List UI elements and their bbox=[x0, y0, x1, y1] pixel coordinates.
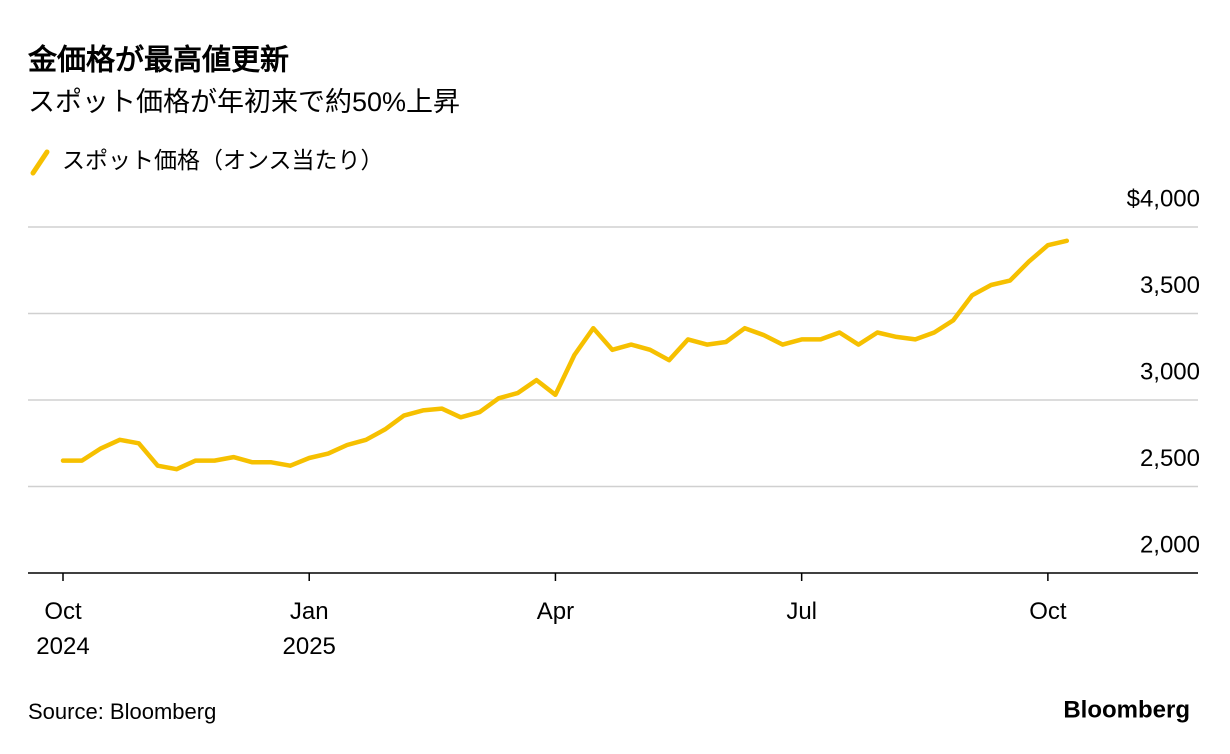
y-tick-label: 3,000 bbox=[1140, 358, 1200, 385]
x-tick-label: Jan 2025 bbox=[283, 598, 336, 660]
chart-subtitle: スポット価格が年初来で約50%上昇 bbox=[28, 87, 460, 117]
legend-label: スポット価格（オンス当たり） bbox=[62, 147, 384, 173]
x-tick-label: Oct bbox=[1029, 598, 1067, 625]
x-tick-label: Jul bbox=[786, 598, 817, 625]
y-tick-label: 2,500 bbox=[1140, 445, 1200, 472]
source: Source: Bloomberg bbox=[28, 699, 216, 724]
y-tick-label: $4,000 bbox=[1127, 185, 1200, 212]
y-tick-label: 2,000 bbox=[1140, 531, 1200, 558]
y-tick-label: 3,500 bbox=[1140, 272, 1200, 299]
x-tick-label: Oct 2024 bbox=[36, 598, 89, 660]
x-tick-label: Apr bbox=[537, 598, 574, 625]
legend-swatch bbox=[30, 149, 50, 176]
chart-title: 金価格が最高値更新 bbox=[27, 43, 289, 77]
logo: Bloomberg bbox=[1063, 696, 1190, 723]
line-series bbox=[60, 238, 1070, 472]
